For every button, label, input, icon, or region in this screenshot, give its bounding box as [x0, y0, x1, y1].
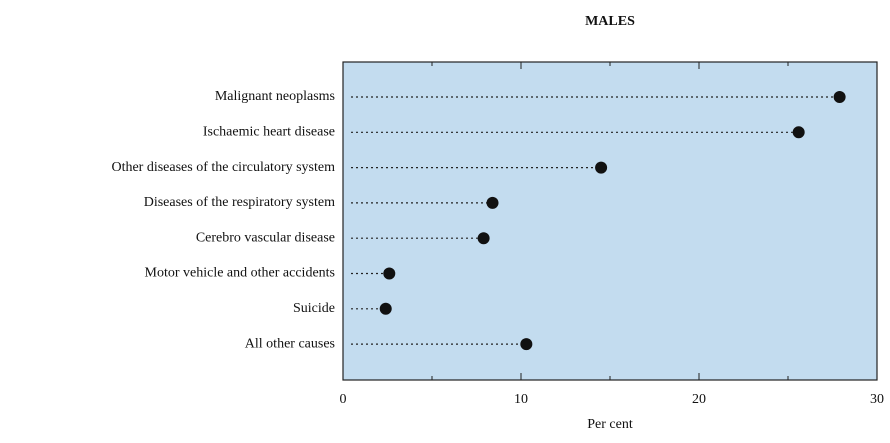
y-tick-label: All other causes	[245, 336, 335, 351]
y-tick-label: Diseases of the respiratory system	[144, 195, 335, 210]
x-tick-label: 20	[692, 392, 706, 407]
dot	[792, 126, 805, 139]
dot	[477, 232, 490, 245]
dot	[833, 91, 846, 103]
y-tick-label: Malignant neoplasms	[215, 89, 335, 104]
y-tick-label: Motor vehicle and other accidents	[145, 266, 335, 281]
y-tick-label: Other diseases of the circulatory system	[111, 160, 335, 175]
x-tick-label: 0	[340, 392, 347, 407]
dot	[383, 267, 396, 280]
y-tick-label: Ischaemic heart disease	[203, 125, 335, 140]
x-tick-label: 30	[870, 392, 884, 407]
x-axis-label: Per cent	[587, 417, 633, 432]
dot	[595, 161, 608, 174]
x-tick-label: 10	[514, 392, 528, 407]
dot	[520, 338, 533, 351]
y-tick-label: Suicide	[293, 301, 335, 316]
chart-title: MALES	[585, 14, 635, 29]
y-tick-label: Cerebro vascular disease	[196, 230, 335, 245]
plot-area	[342, 61, 878, 381]
dot	[379, 302, 392, 315]
dot	[486, 196, 499, 209]
